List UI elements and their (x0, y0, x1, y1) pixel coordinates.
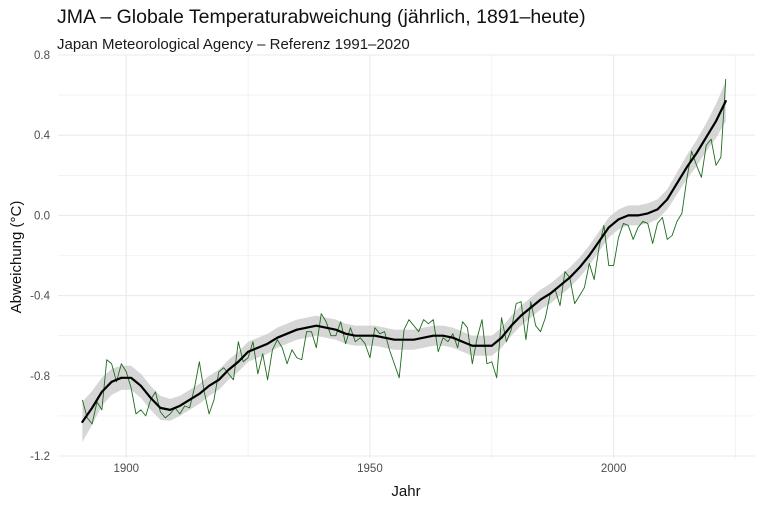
confidence-band-layer (82, 81, 726, 442)
y-tick-label: -0.8 (30, 371, 50, 383)
y-tick-label: -1.2 (30, 451, 50, 463)
series-layer (81, 79, 727, 425)
smoothed-trend-line (81, 100, 727, 424)
tick-labels: -1.2 -0.8 -0.4 0.0 0.4 0.8 1900 1950 2000 (30, 50, 626, 475)
x-tick-label: 2000 (601, 463, 627, 475)
x-tick-label: 1900 (113, 463, 139, 475)
y-tick-label: 0.8 (34, 50, 50, 62)
confidence-band (82, 81, 726, 442)
chart-subtitle: Japan Meteorological Agency – Referenz 1… (57, 36, 410, 53)
grid (58, 54, 755, 458)
y-tick-label: 0.4 (34, 130, 51, 142)
y-axis-title: Abweichung (°C) (8, 201, 25, 314)
x-tick-label: 1950 (357, 463, 383, 475)
annual-series-line (81, 79, 727, 425)
chart-title: JMA – Globale Temperaturabweichung (jähr… (57, 6, 586, 28)
y-tick-label: -0.4 (30, 291, 50, 303)
y-tick-label: 0.0 (34, 210, 50, 222)
x-axis-title: Jahr (391, 483, 420, 500)
